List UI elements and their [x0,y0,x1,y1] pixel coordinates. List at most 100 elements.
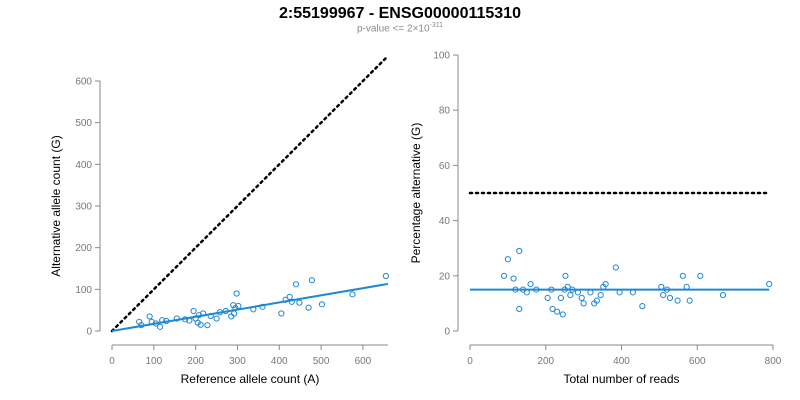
right-data-point [574,289,582,296]
left-data-point [382,272,390,280]
right-x-tick-label: 0 [467,356,473,367]
left-x-tick-label: 200 [187,356,204,367]
right-data-point [686,297,693,304]
left-data-point [296,299,303,306]
left-y-tick-label: 600 [75,77,92,88]
right-data-point [548,286,555,293]
left-x-tick-label: 400 [271,356,288,367]
right-data-point [612,264,619,271]
left-x-tick-label: 600 [355,356,372,367]
right-data-point [527,280,534,288]
left-y-tick-label: 300 [75,202,92,213]
left-data-point [282,296,289,303]
right-data-point [639,303,646,310]
left-data-point [213,315,220,322]
right-data-point [674,297,681,304]
right-y-axis-label: Percentage alternative (G) [409,123,423,264]
right-data-point [569,286,576,293]
left-y-tick-label: 0 [86,327,92,338]
right-data-point [504,256,511,263]
right-data-point [500,272,508,279]
left-y-axis-label: Alternative allele count (G) [49,135,63,276]
left-y-tick-label: 500 [75,118,92,129]
left-data-point [163,317,170,325]
left-reference-line [110,54,390,333]
right-data-point [554,308,561,315]
right-data-point [616,289,623,296]
left-data-point [156,323,164,330]
left-data-point [216,309,223,316]
right-data-point [578,294,585,301]
left-x-tick-label: 0 [109,356,115,367]
left-y-tick-label: 200 [75,243,92,254]
left-data-point [138,322,145,329]
left-data-point [259,303,266,310]
right-panel-percentage: 0 20 40 60 80 100 0 200 400 600 800 Total number of… [409,51,782,387]
right-y-tick-label: 0 [444,327,450,338]
right-data-point [629,289,636,296]
left-data-point [231,310,238,317]
right-data-point [663,286,671,293]
right-x-tick-label: 200 [537,356,554,367]
left-data-point [204,322,211,329]
right-data-point [697,272,704,279]
right-data-point [559,311,566,318]
right-data-point [683,283,690,290]
right-data-point [557,294,565,301]
right-data-point [549,305,556,313]
right-data-point [766,280,773,288]
left-data-point [152,320,160,327]
left-x-tick-label: 500 [313,356,330,367]
right-x-tick-label: 400 [613,356,630,367]
right-y-tick-label: 100 [433,51,450,62]
right-data-point [523,289,530,296]
left-data-point [186,317,193,324]
right-x-axis-label: Total number of reads [563,372,679,386]
right-x-tick-label: 800 [765,356,782,367]
left-y-tick-label: 400 [75,160,92,171]
left-data-point [233,290,240,297]
left-data-point [292,281,300,288]
left-data-point [207,312,214,320]
right-data-point [593,297,600,304]
subtitle-exponent: -311 [429,22,444,29]
left-data-point [286,293,293,300]
left-data-point [235,302,242,310]
left-data-point [182,316,189,323]
left-data-point [308,277,315,284]
left-data-point [228,313,235,320]
right-data-point [660,292,667,299]
right-data-point [512,286,519,293]
left-y-tick-label: 100 [75,285,92,296]
right-data-point [587,289,594,296]
left-x-tick-label: 100 [145,356,162,367]
right-data-point [533,286,540,293]
right-y-tick-label: 40 [439,216,451,227]
right-y-tick-label: 20 [439,271,451,282]
right-data-point [597,292,604,299]
left-data-point [278,310,285,317]
right-data-point [602,280,609,288]
right-y-tick-label: 80 [439,106,451,117]
left-data-point [173,315,180,322]
left-data-point [197,321,204,328]
left-x-axis-label: Reference allele count (A) [181,372,320,386]
left-data-point [190,307,197,315]
right-data-point [580,300,587,307]
left-data-point [305,304,312,311]
left-data-point [349,291,356,298]
subtitle-text: p-value <= 2×10 [356,23,430,35]
right-data-point [719,292,727,299]
left-data-point [200,310,207,317]
right-data-point [562,272,569,279]
right-y-tick-label: 60 [439,161,451,172]
chart-title: 2:55199967 - ENSG00000115310 [279,5,521,22]
left-data-point [318,301,326,308]
right-data-point [567,292,574,299]
right-data-point [544,294,551,301]
chart-subtitle: p-value <= 2×10-311 [0,22,800,34]
left-data-point [250,306,257,313]
left-data-point [159,317,166,324]
right-data-point [658,283,665,290]
